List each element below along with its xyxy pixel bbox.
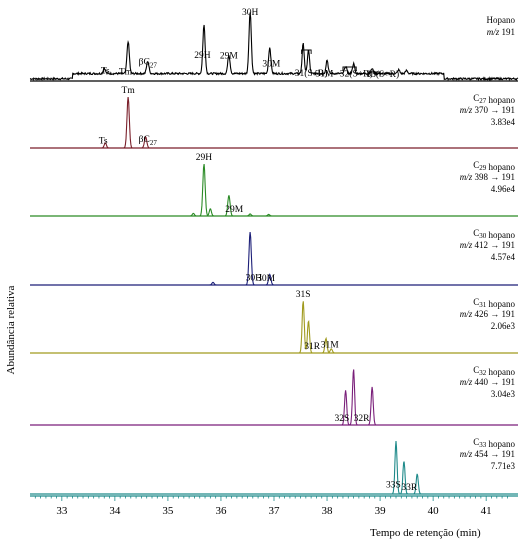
panel-intensity: 3.04e3 [491, 389, 516, 399]
x-tick-label: 41 [481, 505, 492, 517]
chromatogram-trace [30, 369, 518, 426]
x-axis-title: Tempo de retenção (min) [370, 527, 481, 539]
chromatogram-trace [30, 164, 518, 217]
x-tick-label: 37 [269, 505, 281, 517]
panel-intensity: 2.06e3 [491, 321, 516, 331]
panel-title: C32 hopano [473, 365, 515, 377]
panel-mass-transition: m/z 412 → 191 [460, 240, 515, 250]
x-tick-label: 36 [215, 505, 227, 517]
peak-label-main: βC [139, 58, 150, 68]
peak-label-subscript: 27 [150, 139, 158, 147]
peak-label: 33R [401, 483, 418, 493]
peak-label: 32S [334, 414, 349, 424]
panel-mass-transition: m/z 191 [487, 27, 515, 37]
x-tick-label: 38 [322, 505, 334, 517]
peak-label: 30H [246, 274, 263, 284]
x-tick-label: 40 [428, 505, 440, 517]
panel-title: C30 hopano [473, 228, 515, 240]
panel-title: C29 hopano [473, 160, 515, 172]
peak-group-bracket [342, 66, 357, 71]
panel-title: C31 hopano [473, 297, 515, 309]
panel-intensity: 4.57e4 [491, 252, 516, 262]
chromatogram-trace [30, 440, 518, 495]
chromatogram-trace [30, 231, 518, 286]
panel-mass-transition: m/z 370 → 191 [460, 105, 515, 115]
panel-title: C33 hopano [473, 437, 515, 449]
peak-group-bracket [301, 49, 312, 54]
panel-intensity: 7.71e3 [491, 461, 516, 471]
chromatogram-trace [30, 301, 518, 354]
peak-label: 31(S+R) [295, 68, 328, 79]
peak-label: βC27 [139, 58, 158, 70]
peak-label: 30M [257, 274, 276, 284]
peak-group-bracket [367, 71, 381, 76]
panel-intensity: 4.96e4 [491, 184, 516, 194]
peak-label-subscript: 27 [150, 62, 158, 70]
x-tick-label: 39 [375, 505, 387, 517]
peak-label: Tm [119, 68, 133, 78]
peak-label: Ts [101, 67, 110, 77]
x-tick-label: 33 [56, 505, 68, 517]
peak-label: 33S [386, 481, 401, 491]
peak-label: 32(S+R) [340, 69, 373, 80]
peak-label: 29H [196, 153, 213, 163]
chromatogram-trace [30, 96, 518, 149]
peak-label: 31S [296, 290, 311, 300]
peak-label: 29H [194, 51, 211, 61]
x-tick-label: 35 [162, 505, 174, 517]
peak-label: 31M [321, 341, 340, 351]
y-axis-title: Abundância relativa [5, 285, 17, 374]
peak-label: 30M [262, 60, 281, 70]
panel-mass-transition: m/z 440 → 191 [460, 377, 515, 387]
peak-label: 31M [315, 69, 334, 79]
peak-label: 29M [220, 51, 239, 61]
chromatogram-trace [29, 12, 519, 82]
panel-mass-transition: m/z 454 → 191 [460, 449, 515, 459]
peak-label: 32R [354, 414, 371, 424]
panel-title: C27 hopano [473, 93, 515, 105]
panel-mass-transition: m/z 398 → 191 [460, 172, 515, 182]
panel-title: Hopano [487, 15, 516, 25]
peak-label-main: βC [139, 135, 150, 145]
panel-intensity: 3.83e4 [491, 117, 516, 127]
x-tick-label: 34 [109, 505, 121, 517]
peak-label: 31R [304, 342, 321, 352]
peak-label: Ts [99, 136, 108, 146]
peak-label: βC27 [139, 135, 158, 147]
panel-mass-transition: m/z 426 → 191 [460, 309, 515, 319]
x-axis: 33 34 35 36 37 38 39 40 41 [30, 495, 518, 517]
peak-label: Tm [122, 86, 136, 96]
peak-label: 30H [242, 8, 259, 18]
peak-label: 29M [225, 205, 244, 215]
peak-label: 33(S+R) [366, 69, 399, 80]
